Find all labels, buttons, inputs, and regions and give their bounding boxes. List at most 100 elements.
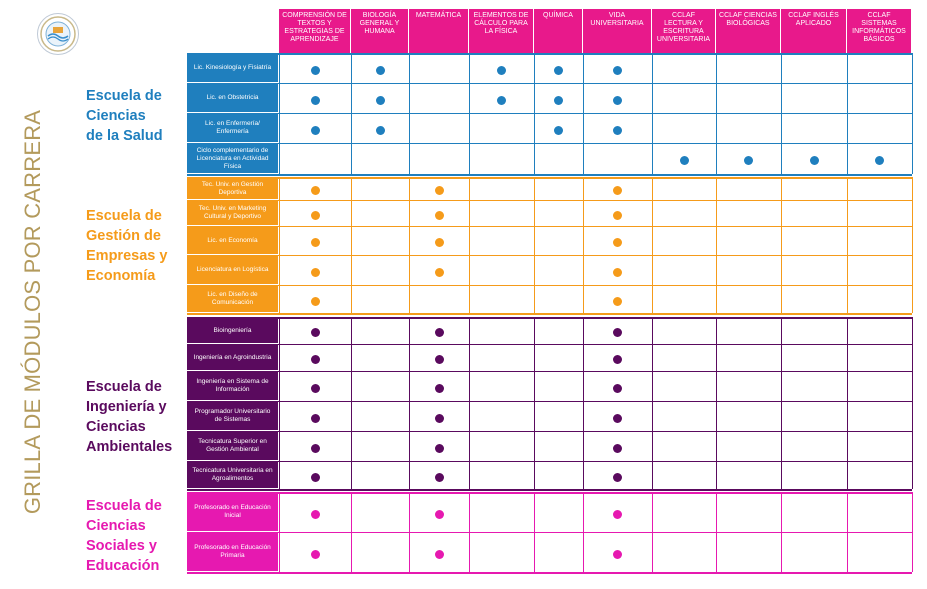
- grid-column-line: [534, 177, 535, 313]
- module-dot: [434, 472, 444, 482]
- grid-row-line: [187, 200, 912, 201]
- career-label: Licenciatura en Logística: [187, 256, 278, 284]
- grid-column-line: [716, 53, 717, 174]
- module-dot: [613, 413, 622, 423]
- module-dot: [613, 210, 622, 220]
- school-name-line: Escuela de: [86, 379, 162, 395]
- grid-row-line: [187, 489, 912, 491]
- career-label: Tec. Univ. en Marketing Cultural y Depor…: [187, 201, 278, 225]
- grid-column-line: [912, 317, 913, 489]
- grid-column-line: [279, 177, 280, 313]
- grid-column-line: [652, 177, 653, 313]
- module-dot: [434, 443, 444, 453]
- module-dot: [613, 95, 622, 105]
- grid-column-line: [716, 177, 717, 313]
- module-dot: [554, 95, 563, 105]
- column-header-label: BIOLOGÍA GENERAL Y HUMANA: [359, 12, 400, 35]
- module-dot: [434, 267, 444, 277]
- school-name-line: Empresas y: [86, 248, 168, 264]
- career-label: Tecnicatura Superior en Gestión Ambienta…: [187, 432, 278, 460]
- module-dot: [679, 156, 689, 165]
- module-dot: [434, 238, 444, 247]
- grid-column-line: [716, 317, 717, 489]
- grid-column-line: [781, 177, 782, 313]
- grid-column-line: [912, 492, 913, 572]
- career-label: Lic. Kinesiología y Fisiatría: [187, 54, 278, 82]
- grid-row-line: [187, 344, 912, 345]
- module-dot: [875, 156, 884, 165]
- grid-row-line: [187, 313, 912, 315]
- grid-column-line: [652, 492, 653, 572]
- module-dot: [310, 125, 320, 135]
- grid-column-line: [652, 317, 653, 489]
- module-dot: [310, 210, 320, 220]
- module-dot: [613, 296, 622, 306]
- grid-column-line: [534, 53, 535, 174]
- column-header-label: CCLAF CIENCIAS BIOLÓGICAS: [719, 12, 777, 27]
- grid-row-line: [187, 143, 912, 144]
- career-label: Tec. Univ. en Gestión Deportiva: [187, 178, 278, 199]
- school-name-line: Ambientales: [86, 439, 173, 455]
- grid-column-line: [912, 53, 913, 174]
- grid-column-line: [583, 317, 584, 489]
- grid-column-line: [652, 53, 653, 174]
- column-header: CCLAF LECTURA Y ESCRITURA UNIVERSITARIA: [652, 9, 715, 53]
- module-dot: [613, 267, 622, 277]
- school-name: Escuela de Gestión de Empresas y Economía: [86, 206, 167, 286]
- column-header: CCLAF CIENCIAS BIOLÓGICAS: [716, 9, 780, 53]
- module-dot: [310, 296, 320, 306]
- school-name-line: Sociales y: [86, 538, 157, 554]
- grid-column-line: [583, 53, 584, 174]
- career-label: Ingeniería en Agroindustria: [187, 345, 278, 370]
- module-dot: [310, 413, 320, 423]
- grid-column-line: [409, 317, 410, 489]
- grid-column-line: [847, 53, 848, 174]
- column-header-label: VIDA UNIVERSITARIA: [590, 12, 644, 27]
- grid-row-line: [187, 255, 912, 256]
- school-name: Escuela de Ciencias Sociales y Educación: [86, 496, 162, 576]
- grid-row-line: [187, 431, 912, 432]
- career-label: Profesorado en Educación Primaria: [187, 533, 278, 571]
- column-header-label: ELEMENTOS DE CÁLCULO PARA LA FÍSICA: [473, 12, 529, 35]
- column-header-label: MATEMÁTICA: [415, 12, 462, 19]
- grid-column-line: [534, 492, 535, 572]
- module-dot: [434, 210, 444, 220]
- column-header: QUÍMICA: [534, 9, 582, 53]
- grid-row-line: [187, 113, 912, 114]
- school-name-line: Escuela de: [86, 88, 162, 104]
- module-dot: [497, 65, 506, 75]
- module-dot: [310, 355, 320, 364]
- module-dot: [613, 383, 622, 393]
- module-dot: [310, 65, 320, 75]
- career-label: Lic. en Diseño de Comunicación: [187, 286, 278, 312]
- column-header-label: COMPRENSIÓN DE TEXTOS Y ESTRATEGIAS DE A…: [282, 12, 347, 43]
- module-dot: [310, 95, 320, 105]
- school-name-line: Educación: [86, 558, 160, 574]
- grid-row-line: [187, 317, 912, 319]
- module-dot: [613, 509, 622, 519]
- grid-column-line: [351, 317, 352, 489]
- module-dot: [310, 267, 320, 277]
- module-dot: [310, 328, 320, 337]
- module-dot: [554, 125, 563, 135]
- module-dot: [744, 156, 753, 165]
- module-dot: [613, 65, 622, 75]
- module-dot: [375, 125, 385, 135]
- module-dot: [310, 509, 320, 519]
- school-name-line: Escuela de: [86, 498, 162, 514]
- module-dot: [310, 443, 320, 453]
- career-label: Lic. en Obstetricia: [187, 84, 278, 112]
- module-dot: [310, 549, 320, 559]
- grid-row-line: [187, 285, 912, 286]
- column-header: VIDA UNIVERSITARIA: [583, 9, 651, 53]
- grid-row-line: [187, 401, 912, 402]
- career-label: Ingeniería en Sistema de Información: [187, 372, 278, 400]
- grid-column-line: [847, 492, 848, 572]
- module-dot: [434, 549, 444, 559]
- school-name-line: Ciencias: [86, 419, 146, 435]
- university-seal-icon: [37, 13, 79, 55]
- career-label: Tecnicatura Universitaria en Agroaliment…: [187, 462, 278, 488]
- grid-column-line: [781, 317, 782, 489]
- module-dot: [434, 413, 444, 423]
- module-dot: [434, 186, 444, 195]
